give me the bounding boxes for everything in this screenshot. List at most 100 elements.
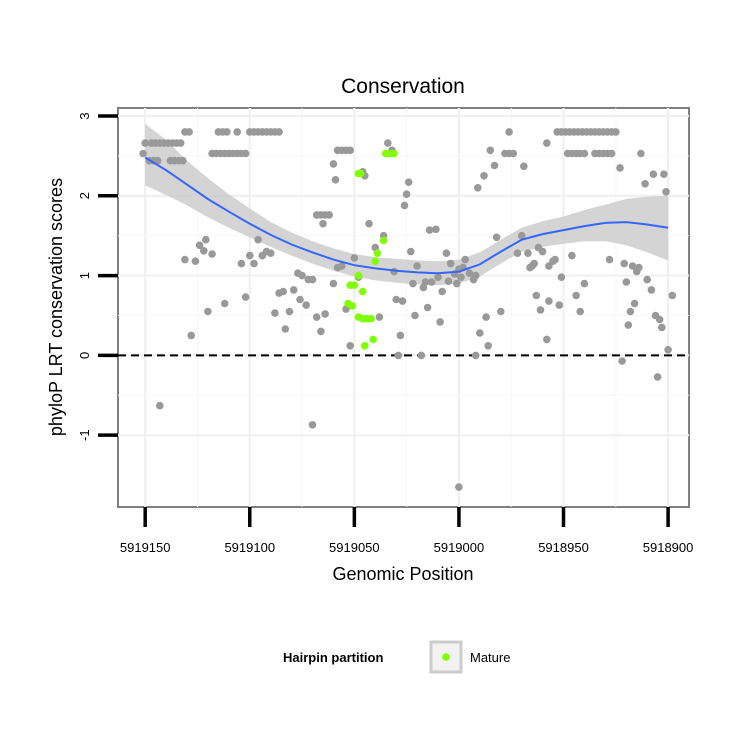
point-hairpin — [233, 128, 241, 136]
point-hairpin — [409, 279, 417, 288]
smooth-line-layer — [144, 156, 669, 275]
point-hairpin — [572, 291, 580, 300]
point-hairpin — [513, 249, 522, 257]
point-hairpin — [204, 307, 212, 316]
point-hairpin — [476, 329, 484, 337]
point-hairpin — [241, 149, 250, 158]
point-hairpin — [438, 287, 447, 296]
point-hairpin — [660, 170, 668, 178]
point-hairpin — [580, 279, 589, 288]
point-hairpin — [308, 275, 317, 284]
point-hairpin — [317, 327, 325, 336]
point-hairpin — [453, 279, 461, 288]
point-hairpin — [350, 254, 359, 262]
point-hairpin — [176, 139, 185, 147]
point-hairpin — [423, 303, 432, 312]
point-hairpin — [520, 162, 528, 171]
point-hairpin — [400, 201, 409, 210]
point-mature — [356, 169, 365, 178]
point-hairpin — [446, 259, 455, 268]
legend-key-mature-dot — [442, 653, 450, 661]
point-hairpin — [524, 249, 532, 257]
point-hairpin — [482, 313, 490, 321]
point-hairpin — [474, 184, 482, 192]
point-hairpin — [662, 188, 670, 196]
point-hairpin — [200, 247, 208, 255]
point-hairpin — [641, 180, 649, 188]
point-hairpin — [555, 301, 564, 309]
point-hairpin — [635, 263, 643, 272]
point-hairpin — [543, 139, 551, 147]
point-hairpin — [607, 149, 616, 158]
point-hairpin — [532, 291, 541, 300]
point-hairpin — [545, 297, 553, 305]
point-hairpin — [536, 306, 545, 314]
y-tick-label: 3 — [77, 112, 92, 119]
point-hairpin — [375, 313, 384, 321]
x-tick-label: 5919100 — [224, 540, 275, 555]
point-hairpin — [396, 331, 405, 340]
point-hairpin — [139, 149, 147, 158]
point-hairpin — [427, 278, 436, 286]
point-hairpin — [404, 178, 413, 186]
point-hairpin — [444, 277, 453, 286]
point-hairpin — [254, 235, 262, 244]
legend-title: Hairpin partition — [283, 650, 383, 665]
point-hairpin — [329, 279, 338, 288]
point-hairpin — [179, 156, 187, 165]
point-hairpin — [250, 259, 258, 268]
smooth-line — [144, 156, 669, 275]
point-hairpin — [517, 231, 526, 240]
y-axis: -1 0 1 2 3 — [77, 112, 118, 441]
point-hairpin — [153, 156, 162, 165]
point-hairpin — [208, 250, 216, 258]
point-mature — [369, 335, 378, 344]
point-hairpin — [655, 315, 664, 324]
point-hairpin — [637, 149, 645, 158]
point-hairpin — [384, 139, 392, 147]
point-mature — [373, 249, 382, 257]
point-hairpin — [331, 176, 340, 184]
point-hairpin — [365, 219, 373, 228]
point-hairpin — [543, 335, 551, 344]
point-hairpin — [664, 346, 672, 354]
point-hairpin — [486, 146, 495, 155]
point-hairpin — [312, 313, 321, 321]
point-hairpin — [281, 325, 290, 333]
point-mature — [367, 314, 375, 323]
y-tick-label: 1 — [77, 272, 92, 279]
point-hairpin — [442, 249, 451, 257]
point-mature — [348, 302, 357, 310]
point-hairpin — [490, 161, 499, 170]
legend: Hairpin partition Mature — [283, 640, 510, 674]
point-hairpin — [605, 255, 614, 264]
point-hairpin — [308, 421, 317, 429]
point-hairpin — [551, 255, 559, 264]
point-hairpin — [618, 357, 626, 365]
y-tick-label: 0 — [77, 352, 92, 359]
point-hairpin — [271, 309, 279, 317]
point-hairpin — [557, 273, 566, 282]
point-hairpin — [530, 259, 538, 268]
point-hairpin — [156, 401, 164, 410]
point-mature — [354, 271, 363, 280]
point-hairpin — [202, 235, 210, 244]
point-hairpin — [289, 286, 298, 294]
point-mature — [350, 281, 359, 290]
x-tick-label: 5918950 — [538, 540, 589, 555]
point-hairpin — [612, 128, 620, 136]
point-hairpin — [279, 287, 288, 296]
y-axis-title: phyloP LRT conservation scores — [46, 178, 66, 436]
legend-label-mature: Mature — [470, 650, 510, 665]
point-hairpin — [457, 273, 465, 282]
point-hairpin — [402, 190, 411, 198]
point-hairpin — [220, 299, 229, 308]
point-hairpin — [434, 273, 442, 282]
point-hairpin — [338, 262, 346, 270]
point-mature — [358, 287, 367, 296]
point-mature — [379, 236, 388, 245]
point-hairpin — [649, 170, 658, 178]
point-mature — [390, 149, 398, 158]
point-hairpin — [285, 307, 294, 316]
